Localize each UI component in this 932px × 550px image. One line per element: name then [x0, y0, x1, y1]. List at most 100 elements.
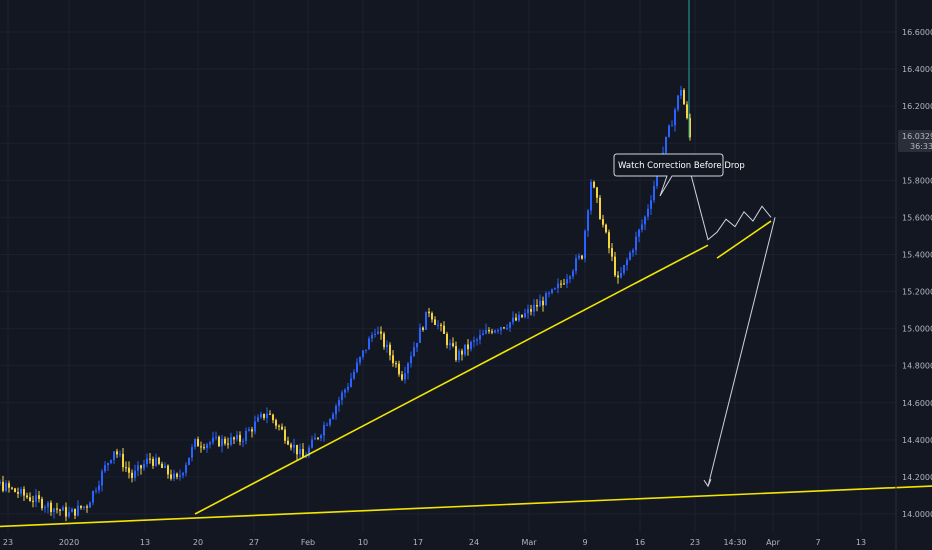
- candle-body: [527, 309, 529, 314]
- price-axis[interactable]: 14.00000 14.20000 14.40000 14.60000 14.80000…: [902, 28, 932, 519]
- candle-body: [254, 421, 256, 432]
- candle-body: [269, 413, 271, 415]
- candle-body: [359, 356, 361, 363]
- candle-body: [425, 311, 427, 330]
- candle-body: [557, 283, 559, 289]
- candle-body: [500, 327, 502, 331]
- candle-body: [164, 465, 166, 468]
- candle-body: [38, 495, 40, 499]
- candle-body: [677, 95, 679, 110]
- annotation-bubble: [613, 153, 724, 197]
- candle-body: [494, 330, 496, 333]
- candle-body: [341, 392, 343, 401]
- candle-body: [569, 276, 571, 280]
- candle-body: [86, 506, 88, 508]
- candle-body: [290, 444, 292, 448]
- candle-body: [212, 437, 214, 443]
- candle-body: [506, 327, 508, 329]
- candle-body: [47, 502, 49, 508]
- candle-body: [158, 457, 160, 464]
- candle-body: [572, 271, 574, 277]
- candle-body: [161, 463, 163, 468]
- y-tick-label: 14.40000: [902, 436, 932, 445]
- candle-body: [416, 342, 418, 348]
- candle-body: [110, 459, 112, 464]
- x-tick-label: 2020: [59, 538, 79, 547]
- candle-body: [521, 314, 523, 318]
- candle-body: [656, 172, 658, 186]
- time-axis[interactable]: 23 2020 13 20 27 Feb 10 17 24 Mar 9 16 23 14:30 Apr 7 13: [3, 538, 866, 547]
- candle-body: [278, 425, 280, 427]
- candle-body: [257, 417, 259, 422]
- candle-body: [0, 481, 1, 484]
- candle-body: [452, 343, 454, 347]
- candle-body: [641, 224, 643, 230]
- candle-body: [362, 350, 364, 357]
- candle-body: [167, 465, 169, 475]
- candle-body: [554, 288, 556, 290]
- candle-body: [338, 400, 340, 406]
- x-tick-label: 23: [3, 538, 13, 547]
- candle-body: [635, 236, 637, 251]
- candle-body: [218, 436, 220, 447]
- current-price-badge: 16.03290 36:33: [898, 130, 932, 152]
- candle-body: [32, 500, 34, 502]
- candle-body: [89, 502, 91, 508]
- candle-body: [71, 508, 73, 513]
- candle-body: [428, 311, 430, 314]
- candle-body: [188, 457, 190, 465]
- candle-body: [17, 492, 19, 494]
- trend-line[interactable]: [194, 244, 709, 515]
- candle-body: [65, 507, 67, 517]
- candle-body: [515, 317, 517, 321]
- trend-line[interactable]: [0, 482, 932, 528]
- candle-body: [632, 250, 634, 253]
- candle-body: [323, 425, 325, 436]
- x-tick-label: 20: [193, 538, 203, 547]
- y-tick-label: 15.40000: [902, 250, 932, 259]
- candle-body: [491, 331, 493, 333]
- candle-body: [461, 350, 463, 355]
- candle-body: [230, 437, 232, 445]
- candle-body: [560, 283, 562, 285]
- candle-body: [95, 490, 97, 492]
- candle-body: [545, 293, 547, 306]
- projection-path[interactable]: [689, 170, 772, 241]
- candle-body: [134, 470, 136, 478]
- candle-body: [314, 437, 316, 440]
- candle-body: [143, 463, 145, 469]
- candle-body: [308, 447, 310, 456]
- trend-lines: [0, 170, 932, 528]
- candle-body: [596, 187, 598, 198]
- candle-body: [683, 89, 685, 105]
- candle-body: [203, 447, 205, 449]
- candle-body: [77, 505, 79, 516]
- candle-body: [353, 371, 355, 379]
- x-tick-label: 9: [582, 538, 587, 547]
- candle-body: [116, 451, 118, 455]
- candle-body: [191, 447, 193, 458]
- candle-body: [485, 330, 487, 334]
- candle-body: [533, 304, 535, 312]
- candle-body: [497, 330, 499, 332]
- candle-body: [644, 216, 646, 225]
- candle-body: [626, 259, 628, 265]
- candle-body: [539, 300, 541, 307]
- candle-body: [482, 333, 484, 336]
- drop-arrow[interactable]: [707, 217, 776, 487]
- candle-body: [512, 317, 514, 323]
- candles: [0, 0, 691, 522]
- candle-body: [53, 508, 55, 513]
- annotation-callout[interactable]: Watch Correction Before Drop: [613, 153, 745, 197]
- candle-body: [113, 451, 115, 460]
- candle-body: [11, 487, 13, 489]
- candle-body: [62, 507, 64, 511]
- trend-line[interactable]: [716, 220, 772, 259]
- candle-body: [431, 313, 433, 320]
- candle-body: [410, 356, 412, 364]
- candle-body: [155, 457, 157, 466]
- candle-body: [26, 495, 28, 498]
